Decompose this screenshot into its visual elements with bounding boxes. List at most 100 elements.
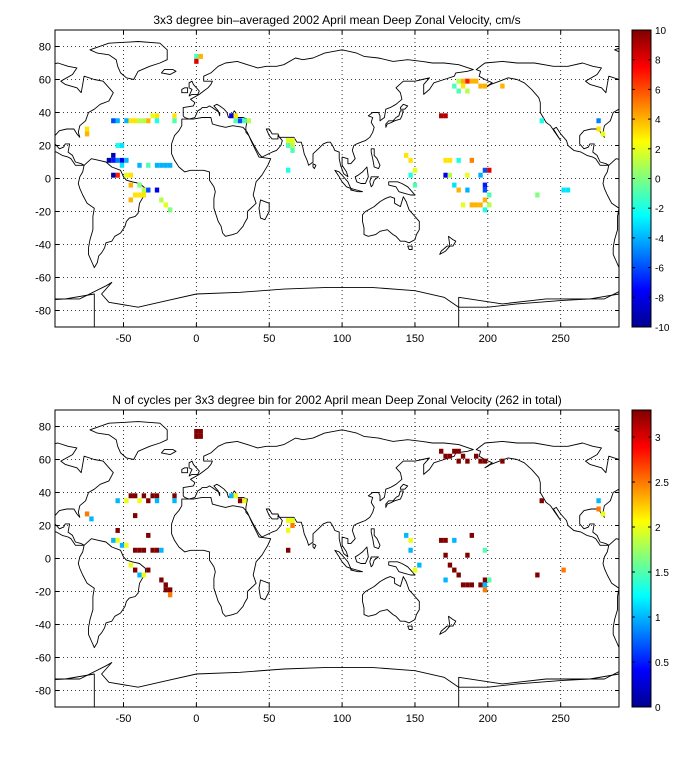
cycles-bin-cell [596,506,601,512]
cycles-bin-cell [478,582,483,588]
velocity-bin-cell [150,113,155,119]
coastline [89,421,168,460]
velocity-bin-cell [290,143,295,148]
velocity-bin-cell [146,118,151,124]
velocity-bin-cell [146,162,151,168]
velocity-bin-cell [565,187,571,193]
cycles-y-tick-label: -20 [35,587,51,599]
cycles-bin-cell [460,453,466,459]
coastline [182,49,474,178]
velocity-bin-cell [487,202,492,208]
cycles-bin-cell [478,458,483,464]
velocity-bin-cell [115,118,120,124]
coastline [312,163,317,170]
cycles-map-y-ticks: -80 -60 -40 -20 0 20 40 60 80 [35,422,619,698]
velocity-bin-cell [172,113,177,119]
cycles-bin-cell [198,433,203,439]
velocity-bin-cell [487,192,492,198]
velocity-colorbar-tick-label: -6 [655,264,664,275]
velocity-colorbar-tick-label: 2 [655,145,661,156]
velocity-map-title: 3x3 degree bin–averaged 2002 April mean … [153,13,520,27]
cycles-colorbar: 0 0.5 1 1.5 2 2.5 3 [631,409,669,714]
cycles-bin-cell [84,511,90,517]
cycles-bin-cell [465,582,470,588]
velocity-bin-cell [128,172,133,178]
cycles-bin-cell [137,572,142,578]
cycles-bin-cell [194,428,199,434]
velocity-y-tick-label: -80 [35,306,51,318]
cycles-bin-cell [482,587,488,593]
velocity-bin-cell [128,118,133,124]
cycles-y-tick-label: 60 [39,455,51,467]
velocity-bin-cell [460,78,466,84]
velocity-bin-cell [119,143,125,148]
velocity-bin-cell [229,113,234,119]
cycles-x-tick-label: 50 [263,713,275,725]
velocity-bin-cell [159,197,164,203]
cycles-y-tick-label: 20 [39,521,51,533]
velocity-bin-cell [119,162,125,168]
velocity-bin-cell [128,197,133,203]
velocity-y-tick-label: 60 [39,75,51,87]
coastline [388,181,416,196]
velocity-x-tick-label: 0 [193,333,199,345]
velocity-map-grid [55,30,619,327]
cycles-bin-cell [132,547,138,553]
cycles-bin-cell [137,547,142,553]
coastline [171,496,272,617]
velocity-bin-cell [137,192,142,198]
velocity-y-tick-label: 0 [45,174,51,186]
cycles-bin-cell [132,513,138,519]
cycles-bin-cell [482,458,488,464]
velocity-bin-cell [482,182,488,188]
cycles-bin-cell [561,567,566,573]
cycles-bin-cell [163,587,168,593]
velocity-bin-cell [167,207,173,213]
cycles-bin-cell [233,493,238,499]
cycles-bin-cell [137,498,142,504]
coastline [385,490,404,508]
coastline [77,158,146,269]
velocity-colorbar: -10 -8 -6 -4 -2 0 2 4 6 8 10 [631,26,670,334]
velocity-bin-cell [473,78,479,84]
coastline [350,567,363,573]
velocity-colorbar-tick-label: 10 [655,26,667,37]
velocity-bin-cell [141,187,147,193]
cycles-bin-cell [290,523,295,528]
velocity-bin-cell [159,162,164,168]
coastline [77,538,146,649]
velocity-map-cells [84,53,606,213]
velocity-bin-cell [163,162,168,168]
cycles-bin-cell [141,547,147,553]
coastline [475,440,619,546]
cycles-bin-cell [452,448,457,454]
cycles-map-title: N of cycles per 3x3 degree bin for 2002 … [112,393,562,407]
cycles-bin-cell [487,577,492,583]
velocity-bin-cell [128,182,133,188]
cycles-bin-cell [285,547,291,553]
cycles-colorbar-tick-label: 1.5 [655,568,669,579]
cycles-bin-cell [596,498,601,504]
coastline [407,625,413,630]
cycles-bin-cell [285,527,291,533]
velocity-bin-cell [172,118,177,124]
velocity-bin-cell [596,118,601,124]
velocity-bin-cell [404,152,409,158]
velocity-colorbar-tick-label: -4 [655,234,664,245]
cycles-bin-cell [539,498,544,504]
cycles-bin-cell [408,547,413,553]
velocity-bin-cell [119,157,125,163]
coastline [181,467,189,474]
velocity-bin-cell [408,157,413,163]
coastline [614,427,619,433]
coastline [89,41,168,80]
velocity-y-tick-label: 40 [39,108,51,120]
velocity-bin-cell [456,78,461,84]
coastline [602,538,619,649]
velocity-bin-cell [539,118,544,124]
velocity-map-y-ticks: -80 -60 -40 -20 0 20 40 60 80 [35,42,619,318]
cycles-colorbar-tick-label: 0 [655,703,661,714]
velocity-bin-cell [412,182,418,188]
velocity-map-x-ticks: -50 0 50 100 150 200 250 [116,30,570,345]
velocity-bin-cell [132,118,138,124]
